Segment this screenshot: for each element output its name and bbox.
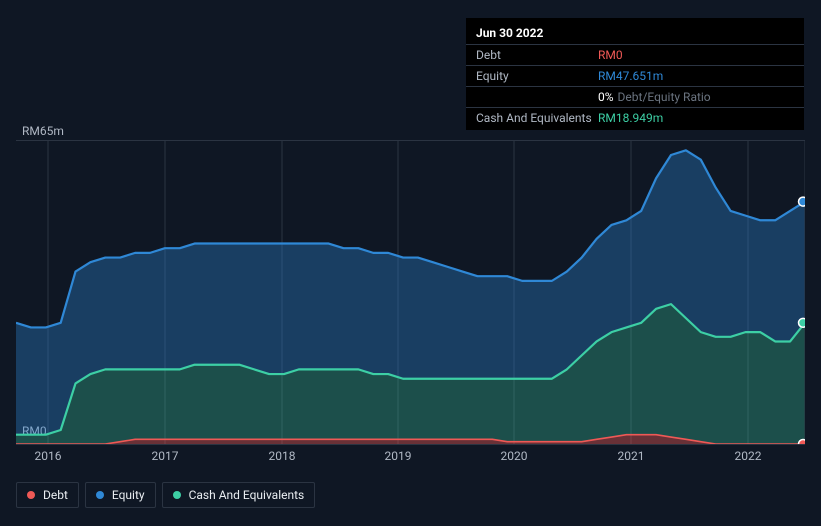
legend-dot-icon bbox=[27, 491, 35, 499]
x-tick-label: 2020 bbox=[501, 449, 528, 463]
legend-label: Cash And Equivalents bbox=[189, 488, 305, 502]
tooltip-row-label: Equity bbox=[476, 68, 598, 84]
chart-legend: Debt Equity Cash And Equivalents bbox=[16, 482, 315, 508]
legend-item-debt[interactable]: Debt bbox=[16, 482, 79, 508]
tooltip-row-label bbox=[476, 89, 598, 105]
tooltip-row-label: Debt bbox=[476, 47, 598, 63]
series-end-dot bbox=[799, 440, 806, 444]
tooltip-row-value: RM18.949m bbox=[598, 110, 663, 126]
series-end-dot bbox=[799, 197, 806, 206]
x-tick-label: 2021 bbox=[618, 449, 645, 463]
tooltip-row: Cash And EquivalentsRM18.949m bbox=[466, 107, 804, 128]
legend-item-equity[interactable]: Equity bbox=[85, 482, 156, 508]
legend-label: Debt bbox=[43, 488, 68, 502]
area-chart-svg bbox=[16, 141, 805, 444]
x-tick-label: 2016 bbox=[35, 449, 62, 463]
legend-item-cash-and-equivalents[interactable]: Cash And Equivalents bbox=[162, 482, 316, 508]
legend-dot-icon bbox=[173, 491, 181, 499]
tooltip-row-value: RM47.651m bbox=[598, 68, 663, 84]
tooltip-row: 0%Debt/Equity Ratio bbox=[466, 86, 804, 107]
x-tick-label: 2022 bbox=[735, 449, 762, 463]
chart-tooltip: Jun 30 2022 DebtRM0EquityRM47.651m0%Debt… bbox=[466, 18, 804, 130]
tooltip-row-value: RM0 bbox=[598, 47, 623, 63]
x-tick-label: 2019 bbox=[385, 449, 412, 463]
chart-plot-area bbox=[16, 140, 805, 445]
series-end-dot bbox=[799, 318, 806, 327]
x-axis-ticks: 2016 2017 2018 2019 2020 2021 2022 bbox=[16, 449, 805, 467]
legend-dot-icon bbox=[96, 491, 104, 499]
x-tick-label: 2018 bbox=[269, 449, 296, 463]
tooltip-row-suffix: Debt/Equity Ratio bbox=[618, 89, 711, 105]
x-tick-label: 2017 bbox=[152, 449, 179, 463]
tooltip-date: Jun 30 2022 bbox=[466, 24, 804, 44]
tooltip-row: DebtRM0 bbox=[466, 44, 804, 65]
tooltip-row-label: Cash And Equivalents bbox=[476, 110, 598, 126]
legend-label: Equity bbox=[112, 488, 145, 502]
tooltip-row: EquityRM47.651m bbox=[466, 65, 804, 86]
y-axis-max-label: RM65m bbox=[22, 124, 64, 138]
tooltip-row-value: 0% bbox=[598, 89, 614, 105]
